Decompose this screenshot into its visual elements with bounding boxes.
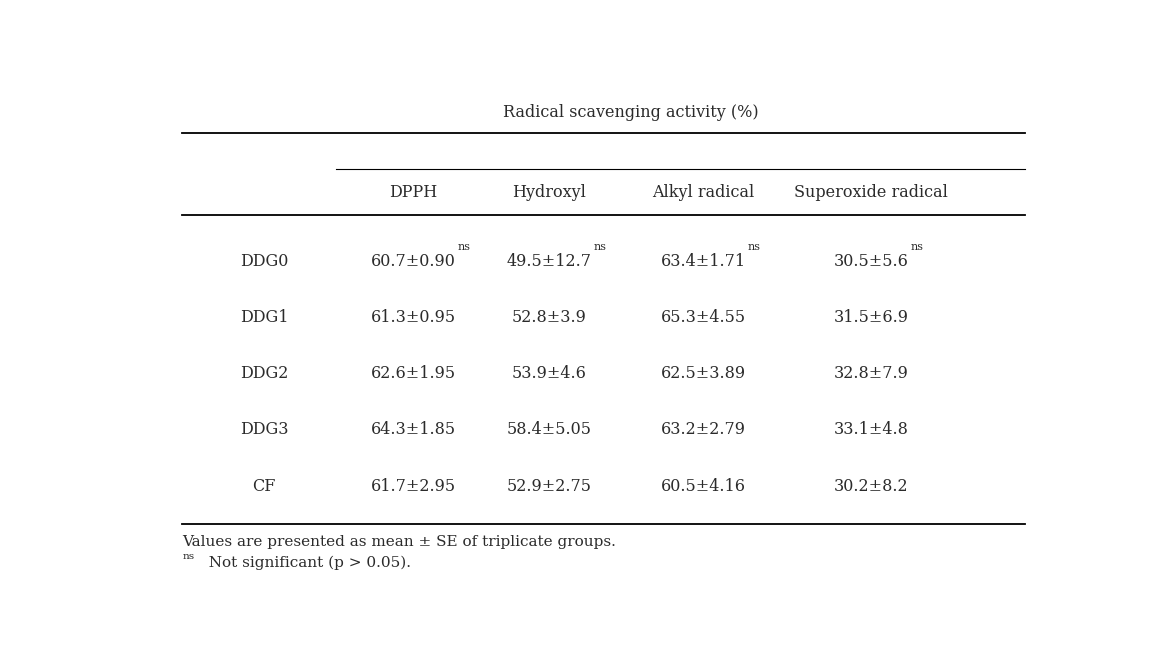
Text: 32.8±7.9: 32.8±7.9 <box>833 365 908 382</box>
Text: CF: CF <box>253 477 276 495</box>
Text: Hydroxyl: Hydroxyl <box>512 184 586 201</box>
Text: 53.9±4.6: 53.9±4.6 <box>512 365 587 382</box>
Text: 58.4±5.05: 58.4±5.05 <box>507 422 592 438</box>
Text: 33.1±4.8: 33.1±4.8 <box>833 422 908 438</box>
Text: 63.2±2.79: 63.2±2.79 <box>660 422 746 438</box>
Text: ns: ns <box>911 242 924 252</box>
Text: 52.8±3.9: 52.8±3.9 <box>512 309 587 326</box>
Text: 30.2±8.2: 30.2±8.2 <box>833 477 908 495</box>
Text: 61.7±2.95: 61.7±2.95 <box>371 477 456 495</box>
Text: DDG3: DDG3 <box>240 422 288 438</box>
Text: Values are presented as mean ± SE of triplicate groups.: Values are presented as mean ± SE of tri… <box>182 535 616 549</box>
Text: 31.5±6.9: 31.5±6.9 <box>833 309 908 326</box>
Text: Superoxide radical: Superoxide radical <box>794 184 948 201</box>
Text: Not significant (p > 0.05).: Not significant (p > 0.05). <box>199 556 410 570</box>
Text: ns: ns <box>748 242 761 252</box>
Text: DPPH: DPPH <box>389 184 437 201</box>
Text: ns: ns <box>182 552 194 560</box>
Text: 49.5±12.7: 49.5±12.7 <box>507 253 592 270</box>
Text: 30.5±5.6: 30.5±5.6 <box>833 253 908 270</box>
Text: DDG2: DDG2 <box>240 365 288 382</box>
Text: 60.5±4.16: 60.5±4.16 <box>660 477 746 495</box>
Text: 52.9±2.75: 52.9±2.75 <box>507 477 592 495</box>
Text: DDG0: DDG0 <box>240 253 288 270</box>
Text: 61.3±0.95: 61.3±0.95 <box>371 309 456 326</box>
Text: DDG1: DDG1 <box>240 309 288 326</box>
Text: 62.6±1.95: 62.6±1.95 <box>371 365 456 382</box>
Text: ns: ns <box>457 242 471 252</box>
Text: Radical scavenging activity (%): Radical scavenging activity (%) <box>503 104 759 122</box>
Text: 62.5±3.89: 62.5±3.89 <box>660 365 746 382</box>
Text: 64.3±1.85: 64.3±1.85 <box>371 422 456 438</box>
Text: 60.7±0.90: 60.7±0.90 <box>371 253 456 270</box>
Text: Alkyl radical: Alkyl radical <box>652 184 754 201</box>
Text: 65.3±4.55: 65.3±4.55 <box>660 309 746 326</box>
Text: ns: ns <box>594 242 607 252</box>
Text: 63.4±1.71: 63.4±1.71 <box>660 253 746 270</box>
